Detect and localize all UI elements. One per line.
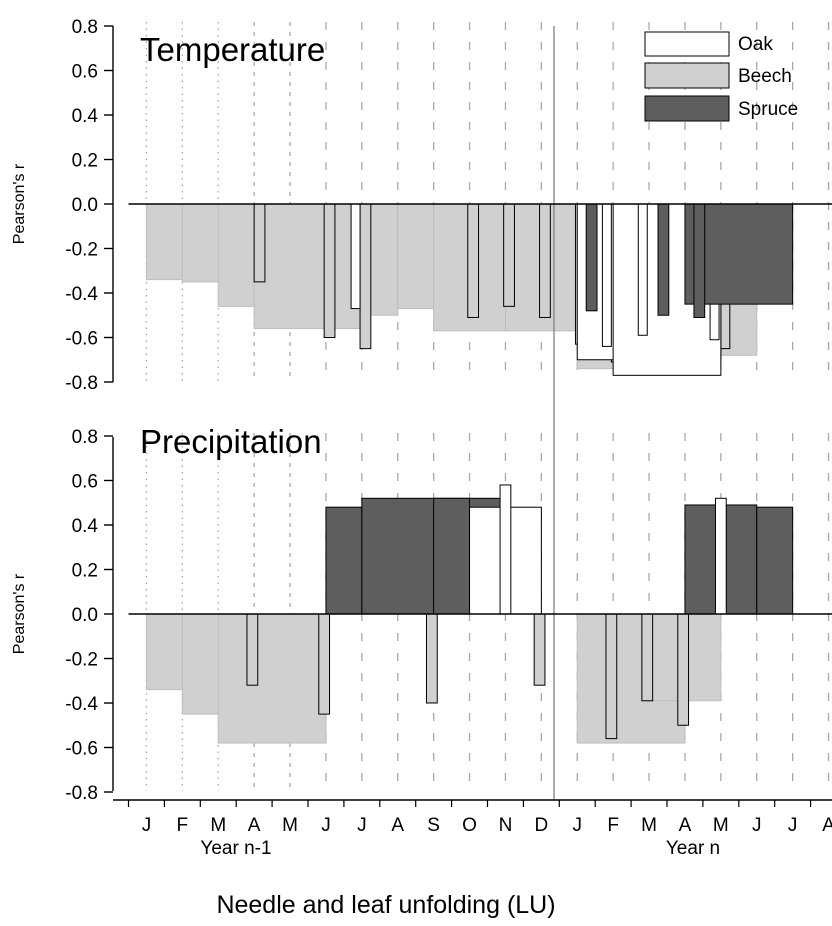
x-tick-label: A (822, 815, 832, 836)
bar-oak (350, 203, 361, 310)
y-tick-label: -0.4 (65, 694, 98, 715)
y-tick-label: -0.2 (65, 650, 98, 671)
y-tick-label: 0.0 (72, 605, 98, 626)
bar-beech (246, 613, 259, 686)
y-tick-label: 0.8 (72, 17, 98, 38)
bar-beech (323, 203, 336, 338)
x-tick-label: A (248, 815, 261, 836)
x-tick-label: F (607, 815, 619, 836)
x-tick-label: J (142, 815, 152, 836)
y-tick-label: 0.6 (72, 62, 98, 83)
x-tick-label: S (427, 815, 440, 836)
y-tick-label: -0.6 (65, 739, 98, 760)
bar-oak (601, 203, 612, 347)
y-tick-label: 0.0 (72, 195, 98, 216)
panel-precipitation: Precipitation Pearson's r (11, 423, 322, 654)
panel-title-temperature: Temperature (140, 31, 325, 68)
bar-spruce (693, 203, 706, 318)
x-tick-label: O (462, 815, 477, 836)
bar-oak (714, 497, 727, 615)
x-tick-label: J (788, 815, 798, 836)
y-tick-label: -0.6 (65, 329, 98, 350)
bar-spruce (325, 506, 363, 615)
x-tick-label: J (357, 815, 367, 836)
bar-beech (503, 203, 515, 307)
x-tick-label: J (573, 815, 583, 836)
x-tick-label: M (641, 815, 657, 836)
bar-beech (253, 203, 363, 330)
x-tick-label: M (210, 815, 226, 836)
bar-beech (533, 613, 546, 686)
axes: 0.8 0.6 0.4 0.2 0.0 -0.2 -0.4 -0.6 -0.8 0.8 0.6 0.4… (65, 17, 832, 807)
y-tick-label: -0.4 (65, 284, 98, 305)
bar-beech (605, 613, 618, 740)
legend-swatch-spruce (644, 95, 730, 122)
bar-beech (253, 203, 266, 283)
y-tick-label: 0.6 (72, 472, 98, 493)
bar-oak (637, 203, 648, 336)
year-label-current: Year n (666, 838, 720, 859)
bar-beech (425, 613, 438, 704)
legend-label-spruce: Spruce (738, 99, 798, 120)
panel-temperature: Temperature Pearson's r (11, 31, 325, 244)
bar-spruce (756, 506, 794, 615)
bar-spruce (657, 203, 670, 316)
y-tick-label: 0.2 (72, 151, 98, 172)
bar-beech (677, 613, 690, 726)
x-tick-label: N (499, 815, 513, 836)
bar-beech (318, 613, 331, 715)
bar-beech (217, 613, 327, 744)
x-tick-label: M (282, 815, 298, 836)
chart-bars (145, 203, 794, 744)
ylabel-temperature: Pearson's r (11, 163, 28, 244)
bar-oak (499, 484, 512, 615)
y-tick-label: -0.8 (65, 783, 98, 804)
legend-label-oak: Oak (738, 34, 773, 55)
x-tick-label: A (679, 815, 692, 836)
x-tick-label: J (752, 815, 762, 836)
bar-beech (397, 203, 435, 310)
bar-beech (359, 203, 372, 350)
ylabel-precipitation: Pearson's r (11, 573, 28, 654)
legend-label-beech: Beech (738, 66, 792, 87)
x-axis-title: Needle and leaf unfolding (LU) (216, 891, 555, 919)
x-tick-label: A (391, 815, 404, 836)
bar-beech (467, 203, 480, 318)
legend: Oak Beech Spruce (644, 31, 798, 122)
year-label-prev: Year n-1 (200, 838, 271, 859)
y-tick-label: 0.4 (72, 106, 99, 127)
y-tick-label: -0.2 (65, 240, 98, 261)
x-tick-label: F (177, 815, 189, 836)
legend-swatch-beech (644, 62, 730, 89)
bar-beech (641, 613, 654, 702)
x-tick-label: M (713, 815, 729, 836)
x-tick-label: J (321, 815, 331, 836)
y-tick-label: 0.4 (72, 516, 99, 537)
y-tick-label: -0.8 (65, 373, 98, 394)
panel-title-precipitation: Precipitation (140, 423, 322, 460)
bar-beech (539, 203, 551, 318)
bar-spruce (585, 203, 598, 312)
y-tick-label: 0.8 (72, 427, 98, 448)
y-tick-label: 0.2 (72, 561, 98, 582)
legend-swatch-oak (644, 31, 730, 57)
x-tick-label: D (534, 815, 548, 836)
bar-spruce (433, 497, 471, 615)
